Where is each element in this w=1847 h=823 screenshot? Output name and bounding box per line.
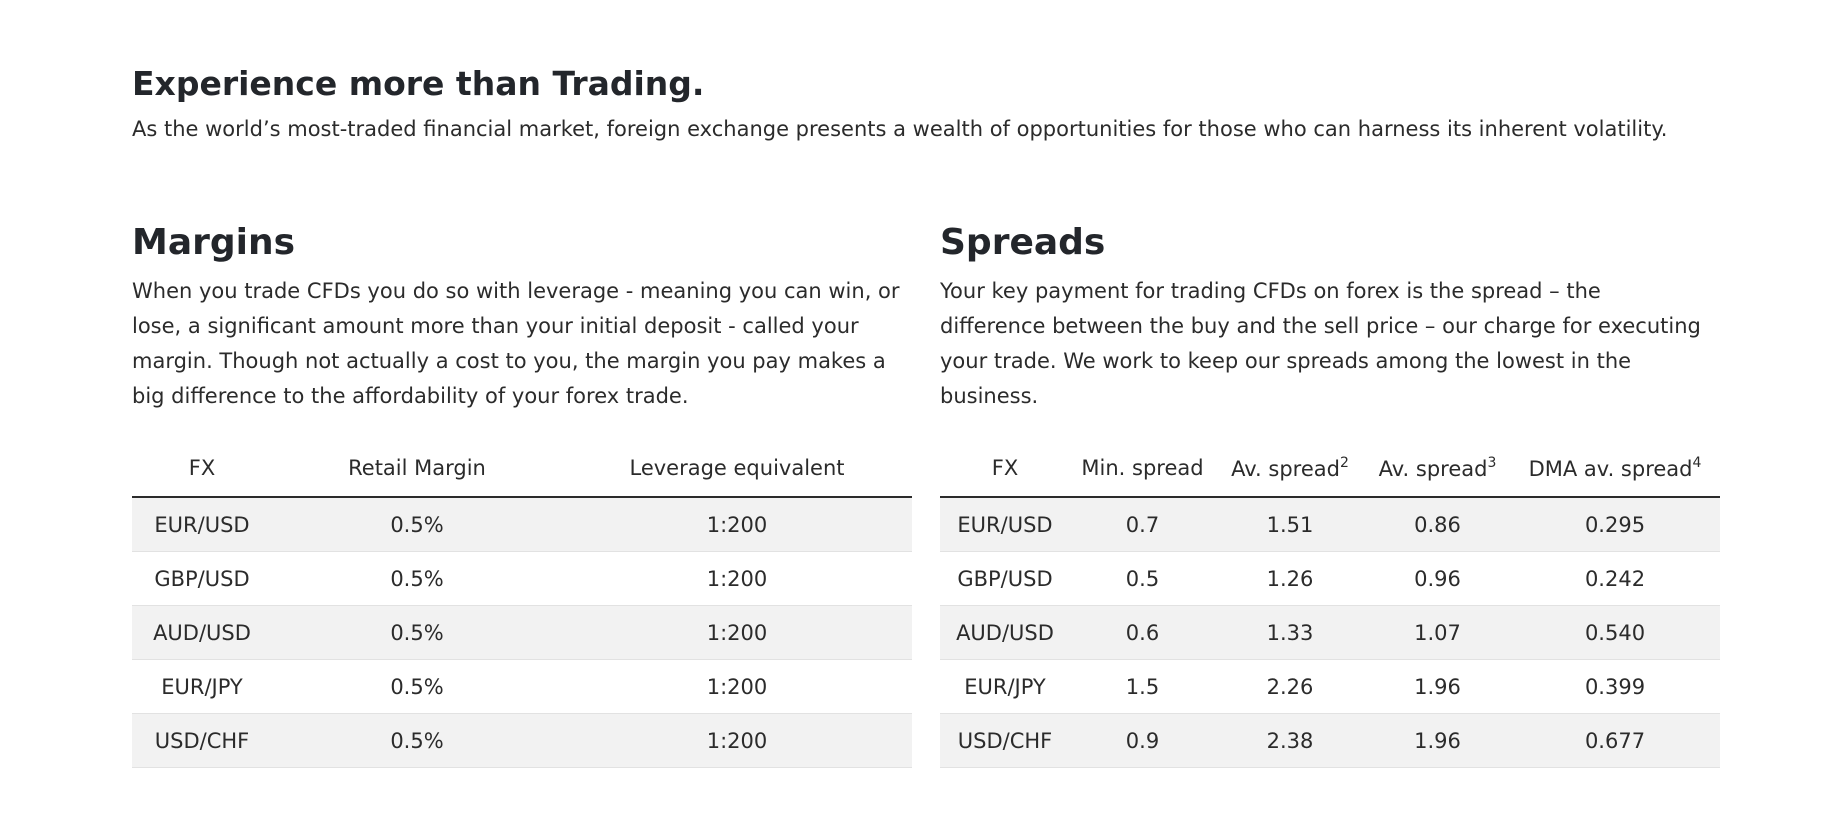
page-title: Experience more than Trading. bbox=[132, 64, 705, 103]
table-cell: 0.96 bbox=[1365, 551, 1510, 606]
footnote-marker: 3 bbox=[1487, 455, 1497, 471]
table-cell: 0.295 bbox=[1510, 497, 1720, 552]
table-cell: 1:200 bbox=[562, 551, 912, 606]
table-cell: AUD/USD bbox=[132, 605, 272, 660]
spreads-section: Spreads Your key payment for trading CFD… bbox=[940, 218, 1720, 768]
footnote-marker: 2 bbox=[1339, 455, 1349, 471]
table-cell: 0.9 bbox=[1070, 713, 1215, 768]
table-cell: 1:200 bbox=[562, 659, 912, 714]
spreads-header-av-spread-2: Av. spread2 bbox=[1215, 440, 1365, 498]
table-row: EUR/JPY 1.5 2.26 1.96 0.399 bbox=[940, 659, 1720, 714]
table-row: EUR/USD 0.7 1.51 0.86 0.295 bbox=[940, 497, 1720, 552]
margins-header-retail-margin: Retail Margin bbox=[272, 440, 562, 498]
table-cell: 0.6 bbox=[1070, 605, 1215, 660]
table-cell: 0.5% bbox=[272, 713, 562, 768]
table-cell: 1:200 bbox=[562, 497, 912, 552]
table-cell: EUR/USD bbox=[132, 497, 272, 552]
spreads-table: FX Min. spread Av. spread2 Av. spread3 D… bbox=[940, 440, 1720, 768]
margins-title: Margins bbox=[132, 222, 296, 263]
table-row: EUR/USD 0.5% 1:200 bbox=[132, 497, 912, 552]
table-cell: 1.96 bbox=[1365, 713, 1510, 768]
spreads-description: Your key payment for trading CFDs on for… bbox=[940, 279, 1701, 408]
table-row: USD/CHF 0.9 2.38 1.96 0.677 bbox=[940, 713, 1720, 768]
table-cell: USD/CHF bbox=[940, 713, 1070, 768]
spreads-title: Spreads bbox=[940, 222, 1106, 263]
table-cell: 1.51 bbox=[1215, 497, 1365, 552]
table-cell: EUR/JPY bbox=[132, 659, 272, 714]
page-subtitle: As the world’s most-traded financial mar… bbox=[132, 117, 1668, 141]
spreads-header-fx: FX bbox=[940, 440, 1070, 498]
table-cell: AUD/USD bbox=[940, 605, 1070, 660]
table-cell: 1:200 bbox=[562, 605, 912, 660]
table-row: AUD/USD 0.6 1.33 1.07 0.540 bbox=[940, 605, 1720, 660]
table-row: EUR/JPY 0.5% 1:200 bbox=[132, 659, 912, 714]
table-cell: 1.96 bbox=[1365, 659, 1510, 714]
table-cell: 0.5 bbox=[1070, 551, 1215, 606]
table-row: AUD/USD 0.5% 1:200 bbox=[132, 605, 912, 660]
table-cell: GBP/USD bbox=[940, 551, 1070, 606]
table-cell: 0.86 bbox=[1365, 497, 1510, 552]
table-cell: 0.5% bbox=[272, 551, 562, 606]
table-cell: 0.540 bbox=[1510, 605, 1720, 660]
table-cell: GBP/USD bbox=[132, 551, 272, 606]
table-cell: 0.5% bbox=[272, 659, 562, 714]
table-cell: 0.677 bbox=[1510, 713, 1720, 768]
table-cell: EUR/USD bbox=[940, 497, 1070, 552]
margins-header-fx: FX bbox=[132, 440, 272, 498]
table-cell: 0.7 bbox=[1070, 497, 1215, 552]
table-cell: USD/CHF bbox=[132, 713, 272, 768]
table-row: GBP/USD 0.5% 1:200 bbox=[132, 551, 912, 606]
table-cell: 1.33 bbox=[1215, 605, 1365, 660]
table-cell: 2.26 bbox=[1215, 659, 1365, 714]
table-row: GBP/USD 0.5 1.26 0.96 0.242 bbox=[940, 551, 1720, 606]
spreads-header-dma-av-spread: DMA av. spread4 bbox=[1510, 440, 1720, 498]
spreads-table-header-row: FX Min. spread Av. spread2 Av. spread3 D… bbox=[940, 440, 1720, 498]
table-cell: 0.5% bbox=[272, 605, 562, 660]
table-cell: 0.5% bbox=[272, 497, 562, 552]
table-cell: 1.26 bbox=[1215, 551, 1365, 606]
margins-section: Margins When you trade CFDs you do so wi… bbox=[132, 218, 912, 768]
table-cell: 2.38 bbox=[1215, 713, 1365, 768]
table-cell: 1.5 bbox=[1070, 659, 1215, 714]
margins-header-leverage: Leverage equivalent bbox=[562, 440, 912, 498]
margins-description: When you trade CFDs you do so with lever… bbox=[132, 279, 900, 408]
margins-table-header-row: FX Retail Margin Leverage equivalent bbox=[132, 440, 912, 498]
table-cell: 1:200 bbox=[562, 713, 912, 768]
margins-table: FX Retail Margin Leverage equivalent EUR… bbox=[132, 440, 912, 768]
table-cell: 0.399 bbox=[1510, 659, 1720, 714]
table-cell: 1.07 bbox=[1365, 605, 1510, 660]
table-row: USD/CHF 0.5% 1:200 bbox=[132, 713, 912, 768]
table-cell: EUR/JPY bbox=[940, 659, 1070, 714]
hero-section: Experience more than Trading. As the wor… bbox=[132, 62, 1732, 146]
spreads-header-min-spread: Min. spread bbox=[1070, 440, 1215, 498]
spreads-header-av-spread-3: Av. spread3 bbox=[1365, 440, 1510, 498]
table-cell: 0.242 bbox=[1510, 551, 1720, 606]
footnote-marker: 4 bbox=[1692, 455, 1702, 471]
